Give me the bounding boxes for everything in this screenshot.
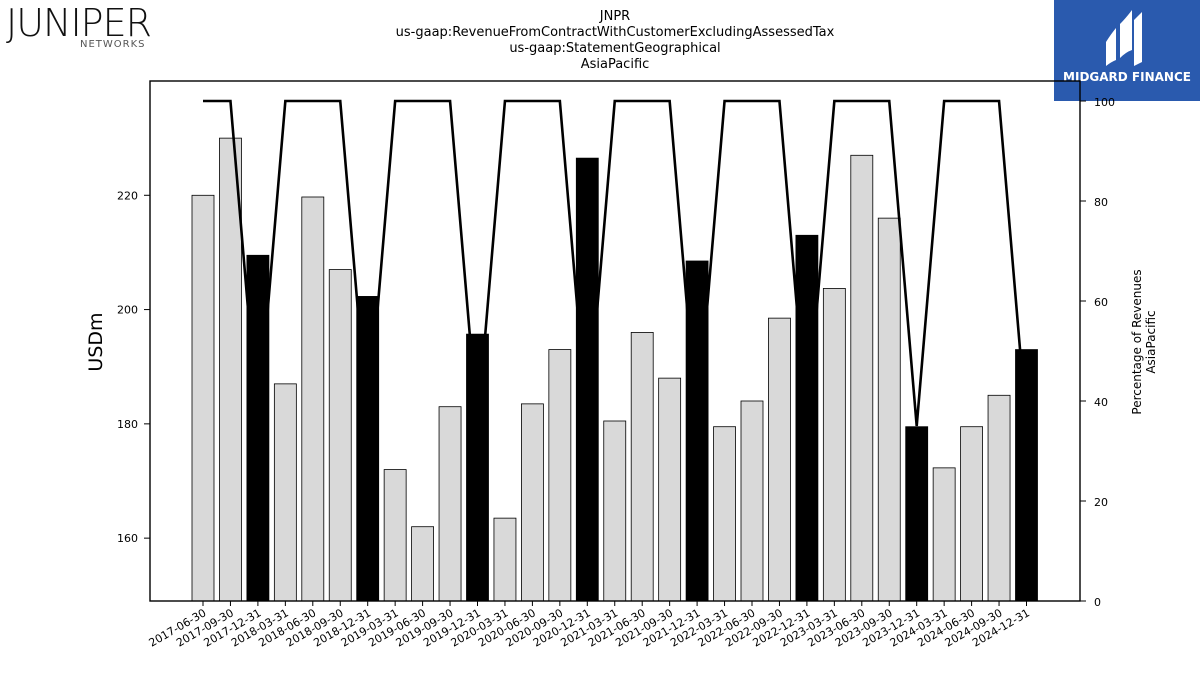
y-tick-label-180: 180	[117, 418, 138, 431]
bar-2024-06-30	[960, 426, 983, 602]
chart-title-line-4: AsiaPacific	[581, 57, 650, 72]
line-series	[203, 99, 1028, 427]
chart-title-line-2: us-gaap:RevenueFromContractWithCustomerE…	[396, 25, 835, 40]
juniper-logo: JUNIPER NETWORKS	[6, 2, 152, 50]
y2-axis-label-line-2: AsiaPacific	[1144, 310, 1158, 373]
y-tick-label-220: 220	[117, 189, 138, 202]
bar-2024-03-31	[932, 467, 956, 602]
bar-2020-09-30	[548, 349, 572, 602]
bar-2023-06-30	[850, 154, 874, 602]
y-axis-left: 160 180 200 220	[117, 189, 150, 545]
bar-2018-09-30	[328, 269, 352, 602]
bar-2023-09-30	[877, 217, 901, 602]
chart-title-line-3: us-gaap:StatementGeographical	[509, 41, 720, 56]
juniper-logo-word: JUNIPER	[6, 2, 151, 45]
bar-2023-12-31	[905, 426, 929, 602]
y2-tick-label-80: 80	[1094, 196, 1108, 209]
midgard-finance-label: MIDGARD FINANCE	[1063, 70, 1191, 84]
bar-2021-12-31	[685, 260, 709, 602]
bar-2017-12-31	[246, 254, 270, 602]
bar-2024-12-31	[1015, 349, 1038, 602]
bar-2019-06-30	[411, 526, 435, 602]
y2-axis-label-line-1: Percentage of Revenues	[1130, 269, 1144, 414]
bar-2019-03-31	[383, 469, 407, 602]
bar-2018-06-30	[301, 196, 325, 602]
chart-title-line-1: JNPR	[599, 9, 630, 24]
y-tick-label-160: 160	[117, 532, 138, 545]
bar-2017-06-30	[191, 194, 215, 602]
x-axis: 2017-06-302017-09-302017-12-312018-03-31…	[147, 601, 1032, 650]
y2-tick-label-60: 60	[1094, 296, 1108, 309]
bar-2019-09-30	[438, 406, 462, 602]
bar-2021-03-31	[603, 420, 627, 602]
bar-2019-12-31	[466, 333, 489, 602]
y2-tick-label-0: 0	[1094, 596, 1101, 609]
bar-2023-03-31	[822, 288, 846, 602]
y2-tick-label-20: 20	[1094, 496, 1108, 509]
bar-2024-09-30	[987, 394, 1011, 602]
y-tick-label-200: 200	[117, 304, 138, 317]
midgard-finance-logo: MIDGARD FINANCE	[1054, 0, 1200, 101]
bar-2022-03-31	[713, 426, 736, 602]
bar-2020-03-31	[493, 517, 517, 602]
bar-series	[191, 137, 1038, 602]
bar-2021-09-30	[658, 377, 682, 602]
y-axis-right: 0 20 40 60 80 100	[1080, 96, 1115, 609]
y2-tick-label-100: 100	[1094, 96, 1115, 109]
midgard-finance-emblem-icon: MIDGARD FINANCE	[1063, 10, 1191, 84]
bar-2022-06-30	[740, 400, 764, 602]
bar-2022-09-30	[768, 317, 791, 602]
bar-2020-06-30	[521, 403, 544, 602]
bar-2021-06-30	[630, 332, 654, 602]
percentage-line	[203, 99, 1028, 427]
y2-axis-label: Percentage of Revenues AsiaPacific	[1130, 269, 1158, 414]
y2-tick-label-40: 40	[1094, 396, 1108, 409]
bar-2018-03-31	[273, 383, 297, 602]
chart-title: JNPR us-gaap:RevenueFromContractWithCust…	[396, 9, 835, 72]
juniper-logo-subtitle: NETWORKS	[80, 39, 146, 50]
y-axis-label: USDm	[85, 312, 107, 371]
bar-2020-12-31	[575, 157, 599, 602]
